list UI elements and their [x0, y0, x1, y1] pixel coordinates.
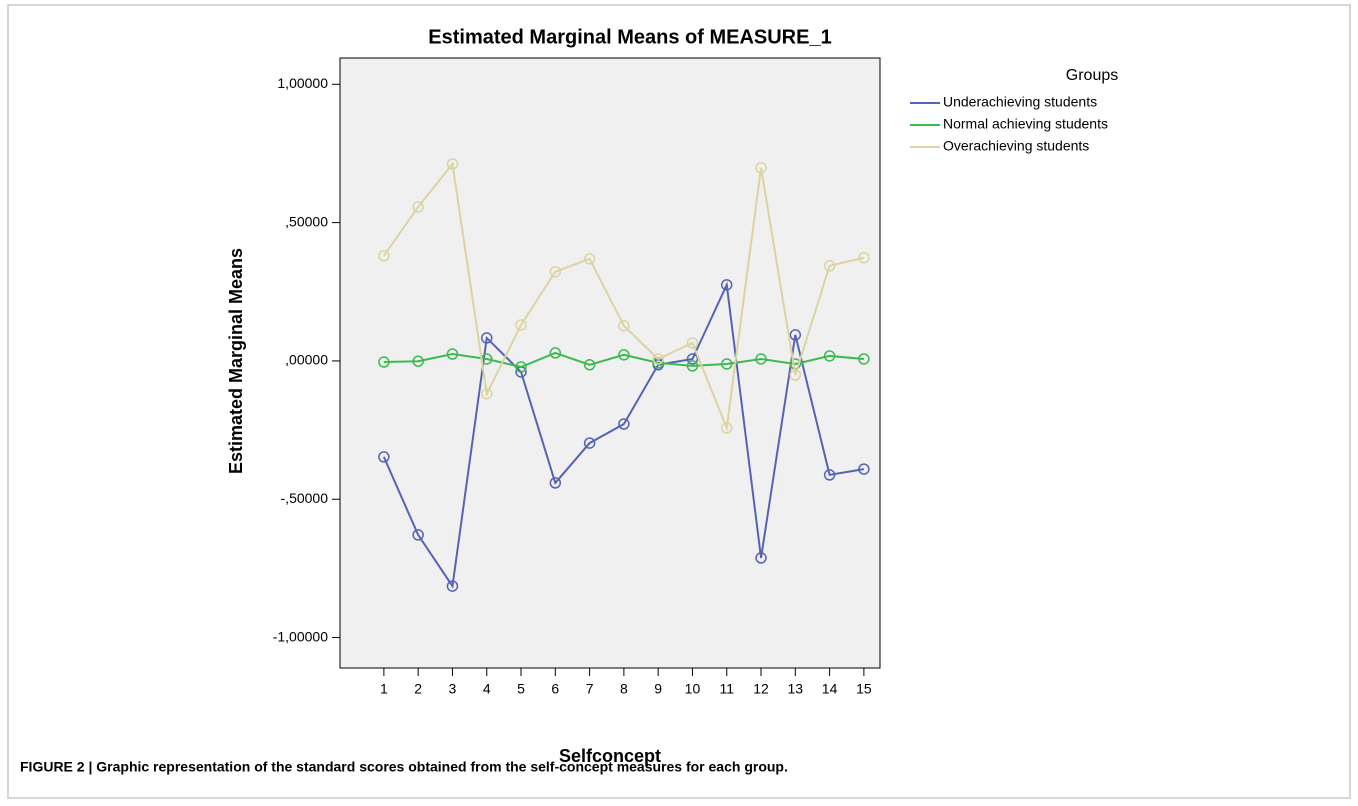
- point: [686, 360, 699, 372]
- point: [549, 347, 562, 359]
- point: [583, 253, 596, 265]
- x-tick-label: 9: [654, 681, 662, 697]
- legend-label: Normal achieving students: [943, 116, 1108, 132]
- legend-title: Groups: [1066, 67, 1118, 84]
- legend-label: Underachieving students: [943, 94, 1097, 110]
- x-tick-label: 8: [620, 681, 628, 697]
- series-line: [382, 281, 865, 589]
- point: [823, 469, 836, 481]
- point: [755, 552, 767, 564]
- point: [549, 266, 562, 278]
- x-tick-label: 12: [753, 681, 769, 697]
- point: [686, 353, 699, 365]
- point: [549, 477, 562, 489]
- x-tick-label: 13: [788, 681, 804, 697]
- chart-title: Estimated Marginal Means of MEASURE_1: [428, 26, 831, 48]
- series-line: [383, 161, 865, 432]
- point: [720, 358, 733, 370]
- point: [823, 350, 836, 362]
- point: [652, 353, 664, 365]
- point: [378, 250, 390, 262]
- y-tick-label: ,00000: [285, 352, 328, 368]
- y-tick-label: ,50000: [285, 213, 328, 229]
- y-axis-label: Estimated Marginal Means: [226, 248, 246, 474]
- x-tick-label: 11: [719, 681, 734, 697]
- x-tick-label: 10: [685, 681, 701, 697]
- point: [378, 451, 390, 463]
- x-tick-label: 7: [586, 681, 594, 697]
- point: [686, 337, 699, 349]
- series-line: [383, 351, 864, 369]
- point: [858, 251, 870, 264]
- y-tick-label: 1,00000: [277, 75, 328, 91]
- point: [720, 279, 733, 291]
- y-tick-label: -1,00000: [273, 628, 328, 644]
- y-tick-label: -,50000: [281, 490, 329, 506]
- point: [720, 422, 733, 434]
- point: [515, 361, 527, 373]
- point: [755, 353, 767, 365]
- x-tick-label: 5: [517, 681, 525, 697]
- point: [618, 349, 630, 361]
- point: [515, 319, 527, 331]
- point: [480, 388, 493, 400]
- x-tick-label: 15: [856, 681, 872, 697]
- point: [446, 348, 459, 360]
- point: [789, 329, 802, 341]
- point: [480, 332, 493, 344]
- point: [858, 463, 870, 475]
- caption: FIGURE 2 | Graphic representation of the…: [20, 759, 788, 775]
- x-tick-label: 14: [822, 681, 838, 697]
- point: [412, 355, 424, 367]
- point: [446, 580, 459, 592]
- point: [378, 356, 390, 368]
- x-tick-label: 6: [551, 681, 559, 697]
- point: [583, 437, 596, 449]
- x-tick-label: 2: [414, 681, 422, 697]
- point: [789, 369, 802, 381]
- point: [618, 320, 630, 332]
- point: [618, 418, 630, 430]
- legend-label: Overachieving students: [943, 138, 1089, 154]
- x-tick-label: 1: [380, 681, 388, 697]
- point: [823, 260, 836, 272]
- point: [446, 158, 459, 170]
- point: [858, 353, 870, 365]
- x-tick-label: 3: [449, 681, 457, 697]
- point: [412, 201, 424, 213]
- point: [755, 162, 767, 174]
- point: [583, 359, 596, 371]
- point: [412, 529, 424, 541]
- x-axis-label: Selfconcept: [559, 746, 661, 766]
- x-tick-label: 4: [483, 681, 491, 697]
